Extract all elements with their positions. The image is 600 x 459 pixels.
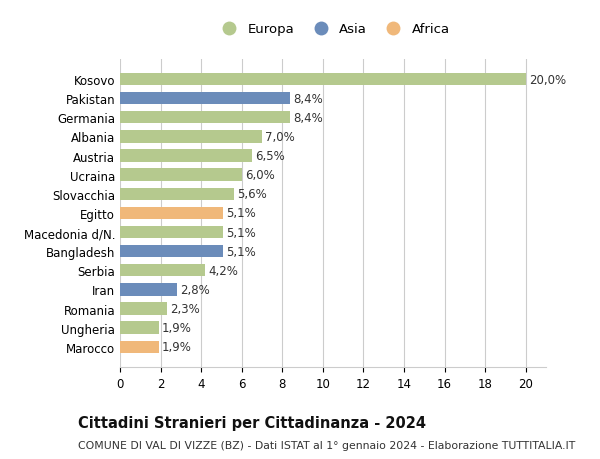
Bar: [120, 284, 177, 296]
Text: 1,9%: 1,9%: [161, 341, 191, 353]
Text: 5,1%: 5,1%: [227, 207, 256, 220]
Text: 2,3%: 2,3%: [170, 302, 199, 315]
Bar: [120, 207, 223, 220]
Bar: [120, 131, 262, 143]
Bar: [120, 322, 158, 334]
Text: 8,4%: 8,4%: [293, 112, 323, 124]
Bar: [120, 341, 158, 353]
Text: 2,8%: 2,8%: [180, 283, 209, 296]
Bar: [120, 73, 526, 86]
Text: 20,0%: 20,0%: [529, 73, 566, 86]
Bar: [120, 112, 290, 124]
Text: 5,6%: 5,6%: [236, 188, 266, 201]
Text: 5,1%: 5,1%: [227, 226, 256, 239]
Bar: [120, 246, 223, 258]
Bar: [120, 150, 252, 162]
Text: 1,9%: 1,9%: [161, 321, 191, 335]
Text: 8,4%: 8,4%: [293, 92, 323, 106]
Bar: [120, 302, 167, 315]
Text: COMUNE DI VAL DI VIZZE (BZ) - Dati ISTAT al 1° gennaio 2024 - Elaborazione TUTTI: COMUNE DI VAL DI VIZZE (BZ) - Dati ISTAT…: [78, 440, 575, 450]
Bar: [120, 188, 233, 201]
Text: Cittadini Stranieri per Cittadinanza - 2024: Cittadini Stranieri per Cittadinanza - 2…: [78, 415, 426, 431]
Text: 7,0%: 7,0%: [265, 131, 295, 144]
Bar: [120, 226, 223, 239]
Text: 6,5%: 6,5%: [255, 150, 284, 162]
Text: 4,2%: 4,2%: [208, 264, 238, 277]
Text: 6,0%: 6,0%: [245, 169, 275, 182]
Bar: [120, 264, 205, 277]
Bar: [120, 93, 290, 105]
Legend: Europa, Asia, Africa: Europa, Asia, Africa: [216, 23, 450, 36]
Text: 5,1%: 5,1%: [227, 245, 256, 258]
Bar: [120, 169, 242, 181]
